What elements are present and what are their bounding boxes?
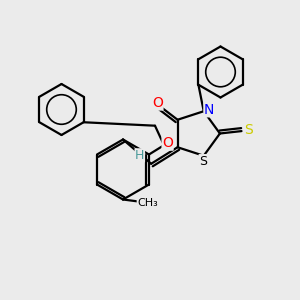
Text: S: S [199, 155, 207, 168]
Text: CH₃: CH₃ [137, 198, 158, 208]
Text: H: H [135, 149, 145, 162]
Text: O: O [162, 136, 173, 150]
Text: O: O [152, 96, 163, 110]
Text: N: N [204, 103, 214, 117]
Text: S: S [244, 123, 253, 136]
